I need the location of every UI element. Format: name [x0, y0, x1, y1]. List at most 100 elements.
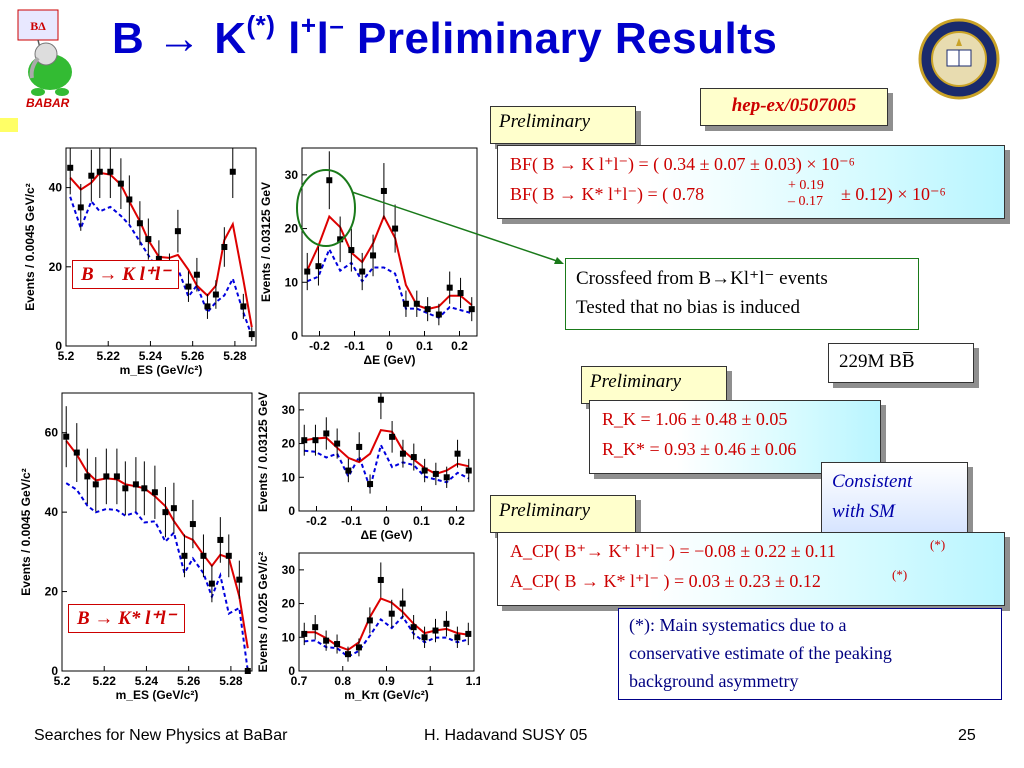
data-point — [355, 644, 362, 651]
data-point — [208, 580, 215, 587]
reference-text: hep-ex/0507005 — [731, 95, 857, 116]
data-point — [348, 247, 355, 254]
data-point — [244, 668, 251, 674]
data-point — [84, 473, 91, 480]
x-tick-label: -0.1 — [344, 339, 365, 353]
footer-page-number: 25 — [958, 727, 976, 744]
plot-kstar-mes: 5.2 5.22 5.24 5.26 5.28 0 20 40 60 m_ES (GeV/c²) E… — [18, 385, 258, 705]
x-axis-label: m_ES (GeV/c²) — [120, 363, 203, 377]
syst-line-2: conservative estimate of the peaking — [629, 643, 892, 663]
data-point — [107, 168, 114, 175]
title-b: B — [112, 14, 157, 63]
x-tick-label: 1 — [427, 674, 434, 688]
x-tick-label: 5.26 — [177, 674, 201, 688]
data-point — [337, 236, 344, 243]
rk-line-k: R_K = 1.06 ± 0.48 ± 0.05 — [602, 409, 788, 429]
data-point — [67, 164, 74, 171]
y-tick-label: 0 — [51, 664, 58, 678]
x-tick-label: -0.1 — [341, 514, 362, 528]
x-tick-label: 0.1 — [413, 514, 430, 528]
data-point — [225, 552, 232, 559]
data-point — [443, 620, 450, 627]
x-tick-label: 1.1 — [466, 674, 480, 688]
bf-line-kstar-b: ± 0.12) × 10⁻⁶ — [841, 184, 946, 204]
data-point — [304, 268, 311, 275]
consistent-sm-box: Consistent with SM — [821, 462, 968, 534]
consistent-line-2: with SM — [832, 501, 895, 522]
plot-label-k: B → K l⁺l⁻ — [72, 260, 180, 289]
data-point — [221, 244, 228, 250]
data-point — [132, 481, 139, 488]
x-axis-label: m_ES (GeV/c²) — [116, 688, 199, 702]
slide-title: B → K(*) l+l– Preliminary Results — [112, 10, 777, 64]
title-k: K — [201, 14, 247, 63]
consistent-line-1: Consistent — [832, 471, 913, 492]
x-tick-label: 5.24 — [139, 349, 163, 363]
footer-center: H. Hadavand SUSY 05 — [424, 727, 588, 744]
crossfeed-note-box: Crossfeed from B→Kl⁺l⁻ events Tested tha… — [565, 258, 919, 330]
y-tick-label: 0 — [288, 504, 295, 518]
x-tick-label: 0.2 — [448, 514, 465, 528]
bf-line-kstar-up: + 0.19 — [788, 178, 824, 193]
x-axis-label: m_Kπ (GeV/c²) — [344, 688, 429, 702]
background-fit-curve — [304, 442, 470, 492]
title-l2: l — [316, 14, 330, 63]
y-tick-label: 20 — [45, 585, 59, 599]
y-tick-label: 20 — [282, 437, 296, 451]
reference-box: hep-ex/0507005 — [700, 88, 888, 126]
plot-k-de: -0.2 -0.1 0 0.1 0.2 0 10 20 30 ΔE (GeV) Events / 0… — [258, 140, 483, 370]
data-point — [432, 470, 439, 477]
data-point — [312, 437, 319, 444]
x-tick-label: 0.2 — [451, 339, 468, 353]
data-point — [424, 306, 431, 313]
plot-kstar-de: -0.2 -0.1 0 0.1 0.2 0 10 20 30 ΔE (GeV) Events / 0… — [255, 385, 480, 545]
data-point — [126, 196, 133, 203]
background-fit-curve — [304, 614, 469, 658]
data-point — [162, 509, 169, 516]
y-tick-label: 10 — [282, 470, 296, 484]
data-point — [435, 311, 442, 318]
data-point — [345, 651, 351, 658]
title-minus: – — [329, 10, 345, 40]
data-point — [334, 641, 341, 648]
data-point — [315, 263, 322, 270]
babar-logo: BΔ — [8, 6, 88, 116]
data-point — [301, 630, 308, 637]
data-point — [122, 485, 129, 492]
data-point — [402, 300, 409, 307]
background-fit-curve — [306, 246, 473, 319]
data-point — [388, 610, 395, 617]
acp-line-kstar: A_CP( B → K* l⁺l⁻ ) = 0.03 ± 0.23 ± 0.12 — [510, 571, 821, 591]
data-point — [113, 473, 120, 480]
x-tick-label: 5.28 — [223, 349, 247, 363]
data-point — [323, 637, 330, 644]
data-point — [193, 271, 200, 278]
seal-icon — [918, 18, 1000, 100]
y-axis-label: Events / 0.03125 GeV — [256, 392, 270, 512]
data-point — [326, 177, 333, 184]
data-point — [334, 440, 341, 447]
luminosity-text: 229M BB̅ — [839, 351, 915, 372]
x-axis-label: ΔE (GeV) — [364, 353, 416, 367]
systematics-note-box: (*): Main systematics due to a conservat… — [618, 608, 1002, 700]
y-tick-label: 30 — [282, 403, 296, 417]
syst-line-1: (*): Main systematics due to a — [629, 615, 847, 635]
data-point — [413, 300, 420, 307]
data-point — [248, 331, 255, 338]
y-tick-label: 0 — [288, 664, 295, 678]
data-point — [117, 180, 124, 187]
data-point — [151, 489, 158, 496]
data-point — [301, 437, 308, 444]
data-point — [410, 454, 417, 461]
data-point — [370, 252, 377, 259]
data-point — [96, 168, 103, 175]
data-point — [73, 449, 80, 456]
university-seal — [918, 18, 1000, 105]
crossfeed-line-2: Tested that no bias is induced — [576, 297, 800, 318]
y-tick-label: 20 — [285, 222, 299, 236]
data-point — [366, 617, 373, 624]
bf-line-k: BF( B → K l⁺l⁻) = ( 0.34 ± 0.07 ± 0.03) … — [510, 154, 855, 174]
y-tick-label: 60 — [45, 426, 59, 440]
data-point — [443, 474, 450, 481]
total-fit-curve — [306, 214, 473, 311]
